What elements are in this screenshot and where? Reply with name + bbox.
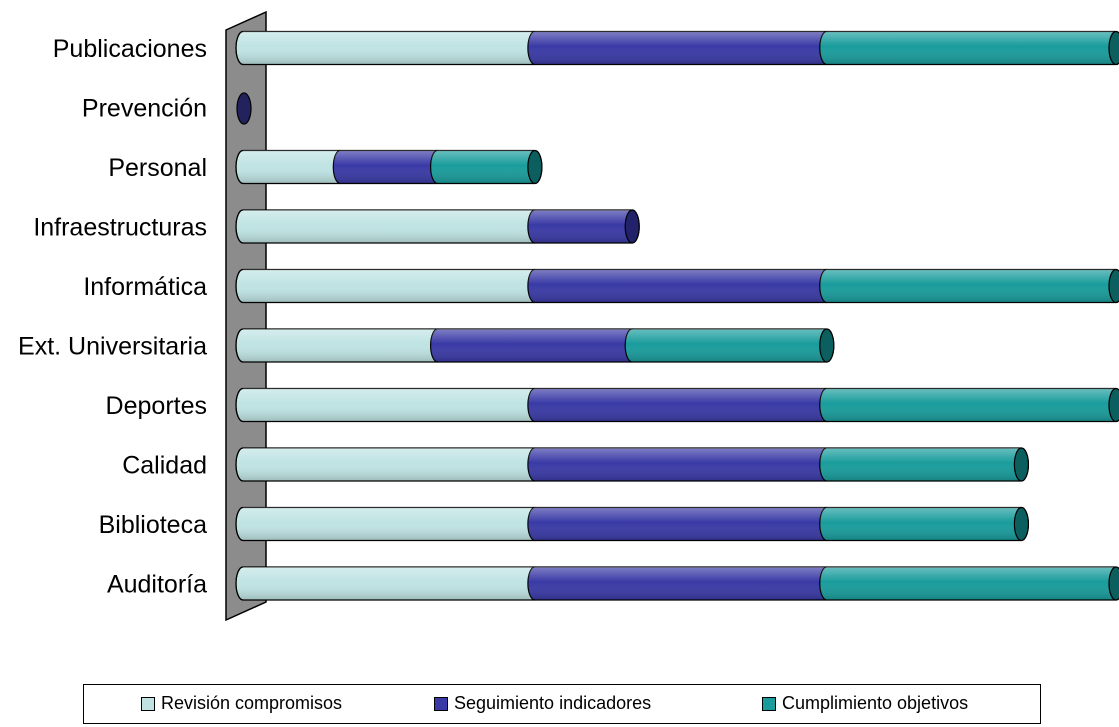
bar-row-informatica: [235, 268, 1119, 304]
bar-shade-ext-universitaria-cumplimiento-objetivos: [625, 329, 834, 362]
bar-shade-informatica-revision-compromisos: [236, 269, 542, 303]
bar-shade-infraestructuras-seguimiento-indicadores: [527, 210, 640, 243]
bar-end-cap-infraestructuras: [624, 209, 640, 244]
bar-row-calidad: [235, 447, 1030, 482]
bar-shade-calidad-revision-compromisos: [236, 448, 542, 481]
bar-shade-deportes-cumplimiento-objetivos: [819, 388, 1119, 422]
bar-end-cap-informatica: [1108, 268, 1119, 304]
bar-start-cap-calidad: [235, 447, 244, 482]
bar-shade-infraestructuras-revision-compromisos: [236, 210, 542, 243]
bar-shade-auditoria-cumplimiento-objetivos: [819, 567, 1119, 600]
bar-row-deportes: [235, 387, 1119, 423]
category-label-deportes: Deportes: [106, 392, 207, 420]
legend-item-seguimiento: Seguimiento indicadores: [434, 693, 651, 714]
bar-start-cap-deportes: [235, 387, 244, 423]
category-label-personal: Personal: [108, 154, 207, 182]
bar-shade-calidad-seguimiento-indicadores: [527, 448, 834, 481]
bar-shade-calidad-cumplimiento-objetivos: [819, 448, 1029, 481]
category-label-biblioteca: Biblioteca: [99, 511, 207, 539]
bar-start-cap-auditoria: [235, 566, 244, 601]
bar-row-prevencion: [236, 92, 252, 125]
legend-label-seguimiento: Seguimiento indicadores: [454, 693, 652, 713]
bar-shade-ext-universitaria-revision-compromisos: [236, 329, 445, 362]
bar-shade-publicaciones-seguimiento-indicadores: [527, 31, 834, 65]
bar-row-ext-universitaria: [235, 328, 835, 363]
bar-shade-personal-seguimiento-indicadores: [333, 150, 445, 184]
bar-empty-disc-prevencion: [236, 92, 252, 125]
bar-shade-informatica-cumplimiento-objetivos: [819, 269, 1119, 303]
legend-item-revision: Revisión compromisos: [141, 693, 342, 714]
category-label-prevencion: Prevención: [82, 95, 207, 123]
bar-shade-publicaciones-revision-compromisos: [236, 31, 542, 65]
bar-shade-biblioteca-revision-compromisos: [236, 507, 542, 541]
bar-shade-deportes-seguimiento-indicadores: [527, 388, 834, 422]
bar-row-biblioteca: [235, 506, 1030, 542]
legend-label-revision: Revisión compromisos: [161, 693, 343, 713]
bar-shade-publicaciones-cumplimiento-objetivos: [819, 31, 1119, 65]
bar-row-publicaciones: [235, 30, 1119, 66]
bar-row-auditoria: [235, 566, 1119, 601]
bar-end-cap-calidad: [1013, 447, 1030, 482]
legend-label-cumplimiento: Cumplimiento objetivos: [782, 693, 969, 713]
bar-shade-deportes-revision-compromisos: [236, 388, 542, 422]
bar-row-personal: [235, 149, 543, 185]
category-label-calidad: Calidad: [122, 452, 207, 480]
legend-swatch-revision: [141, 696, 155, 711]
bar-shade-personal-cumplimiento-objetivos: [430, 150, 542, 184]
bar-end-cap-ext-universitaria: [819, 328, 835, 363]
bar-shade-ext-universitaria-seguimiento-indicadores: [430, 329, 640, 362]
legend-item-cumplimiento: Cumplimiento objetivos: [762, 693, 968, 714]
category-label-publicaciones: Publicaciones: [53, 35, 207, 63]
bar-start-cap-personal: [235, 149, 244, 185]
bar-shade-auditoria-revision-compromisos: [236, 567, 542, 600]
bar-start-cap-informatica: [235, 268, 244, 304]
bar-end-cap-biblioteca: [1013, 506, 1030, 542]
bar-row-infraestructuras: [235, 209, 640, 244]
bar-end-cap-auditoria: [1108, 566, 1119, 601]
bar-end-cap-personal: [527, 149, 543, 185]
bar-start-cap-publicaciones: [235, 30, 244, 66]
bar-shade-personal-revision-compromisos: [236, 150, 348, 184]
bar-start-cap-biblioteca: [235, 506, 244, 542]
bars-layer: [235, 30, 1119, 601]
bar-end-cap-publicaciones: [1108, 30, 1119, 66]
bar-shade-auditoria-seguimiento-indicadores: [527, 567, 834, 600]
legend: Revisión compromisos Seguimiento indicad…: [83, 684, 1041, 724]
category-labels: Publicaciones Prevención Personal Infraestr…: [18, 35, 207, 599]
bar-shade-biblioteca-cumplimiento-objetivos: [819, 507, 1029, 541]
bar-shade-biblioteca-seguimiento-indicadores: [527, 507, 834, 541]
legend-swatch-seguimiento: [434, 696, 448, 711]
bar-shade-informatica-seguimiento-indicadores: [527, 269, 834, 303]
bar-start-cap-infraestructuras: [235, 209, 244, 244]
bar-start-cap-ext-universitaria: [235, 328, 244, 363]
category-label-auditoria: Auditoría: [107, 571, 207, 599]
category-label-ext-universitaria: Ext. Universitaria: [18, 333, 207, 361]
category-label-infraestructuras: Infraestructuras: [33, 214, 207, 242]
category-label-informatica: Informática: [83, 273, 207, 301]
bar-end-cap-deportes: [1108, 387, 1119, 423]
legend-swatch-cumplimiento: [762, 696, 776, 711]
